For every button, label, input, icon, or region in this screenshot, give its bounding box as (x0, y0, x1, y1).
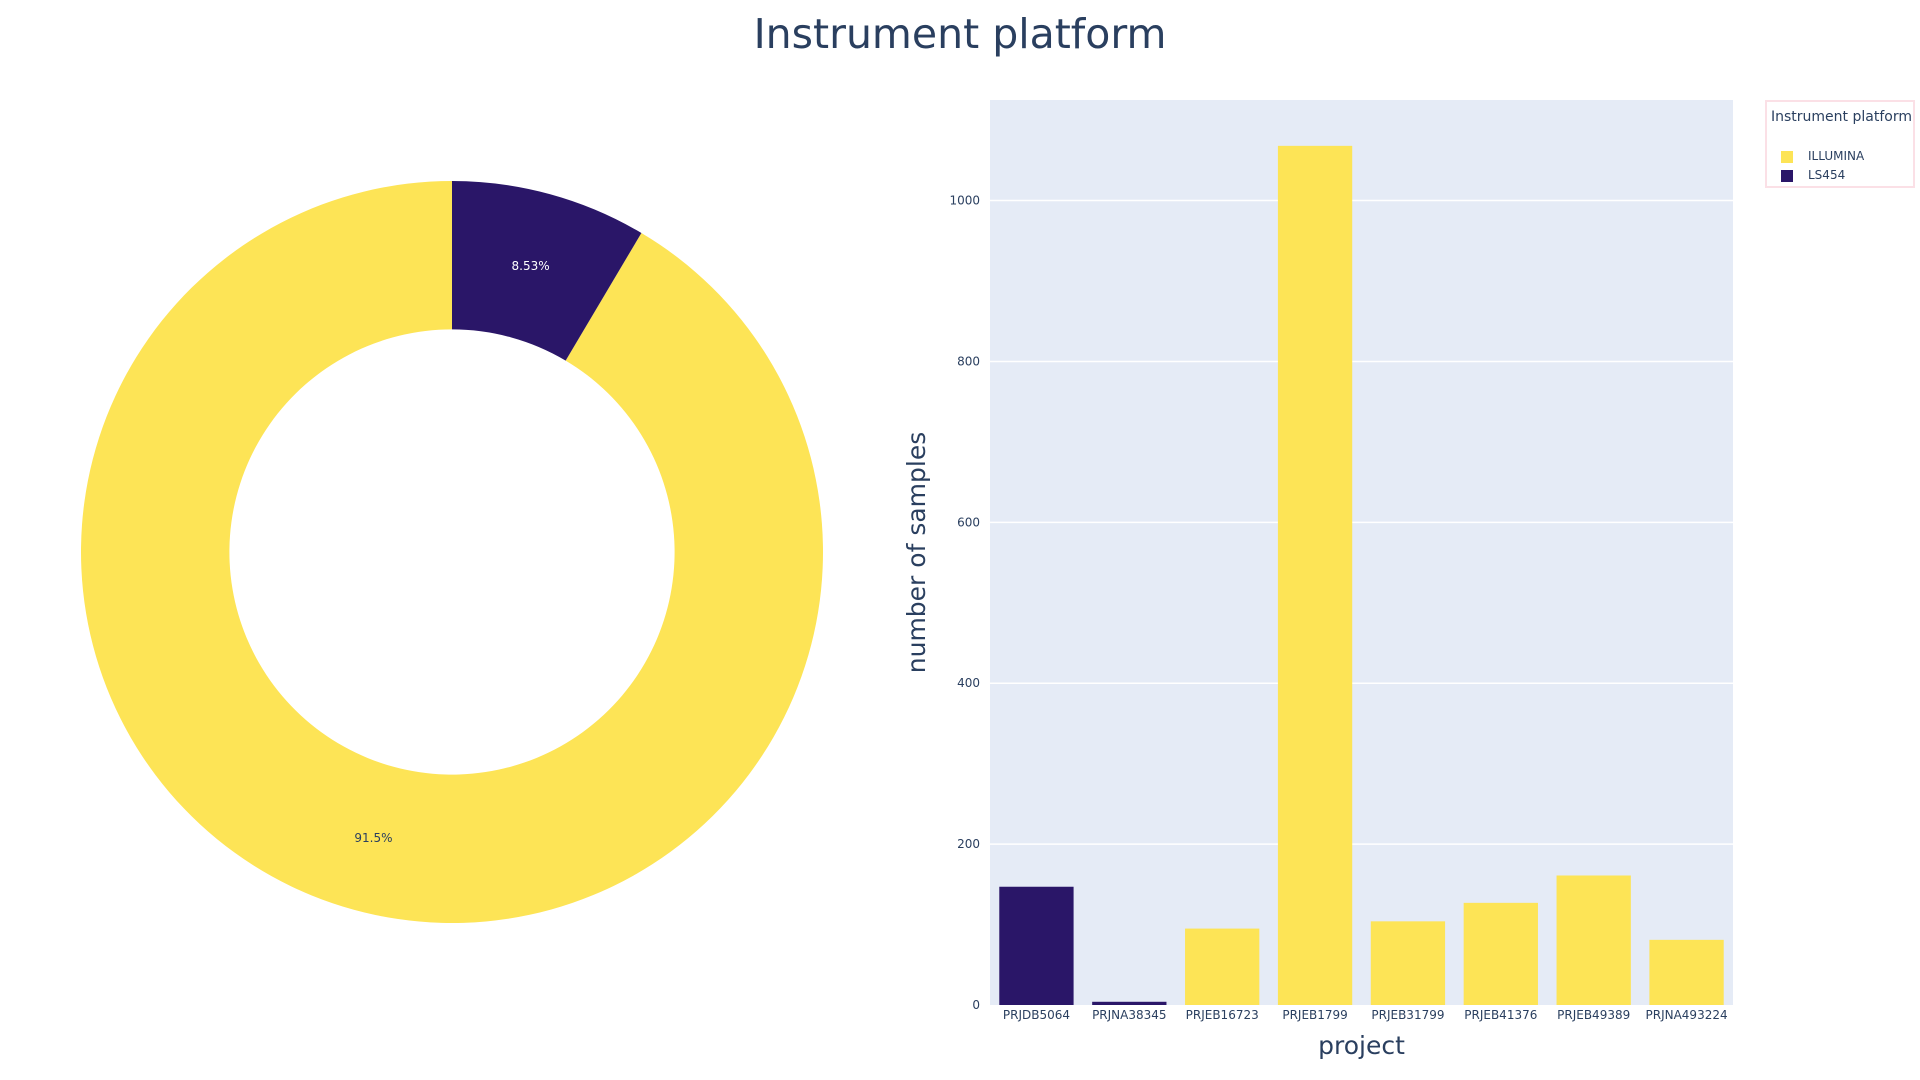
y-tick-label: 600 (957, 515, 980, 529)
y-tick-label: 200 (957, 837, 980, 851)
donut-label-ls454: 8.53% (512, 259, 550, 273)
legend-swatch-ls454 (1781, 170, 1793, 182)
legend-label-illumina: ILLUMINA (1808, 149, 1865, 163)
plot-area (990, 100, 1733, 1005)
bar-prjeb41376[interactable] (1463, 902, 1538, 1005)
x-axis-title: project (1318, 1031, 1405, 1060)
bar-prjna38345[interactable] (1092, 1001, 1167, 1005)
y-tick-label: 0 (972, 998, 980, 1012)
y-tick-label: 400 (957, 676, 980, 690)
donut-label-illumina: 91.5% (354, 831, 392, 845)
page-title: Instrument platform (753, 10, 1167, 58)
x-tick-label: PRJNA493224 (1646, 1008, 1728, 1022)
bar-chart: 0 200 400 600 800 1000 PRJDB5064 PRJNA38345 PRJE… (902, 100, 1733, 1060)
legend-swatch-illumina (1781, 151, 1793, 163)
bar-prjeb49389[interactable] (1556, 875, 1631, 1005)
bar-prjna493224[interactable] (1649, 939, 1724, 1005)
y-axis-title: number of samples (902, 432, 931, 673)
x-tick-label: PRJEB31799 (1371, 1008, 1444, 1022)
bar-prjdb5064[interactable] (999, 886, 1074, 1005)
x-tick-label: PRJNA38345 (1092, 1008, 1166, 1022)
x-tick-label: PRJEB41376 (1464, 1008, 1537, 1022)
bar-prjeb16723[interactable] (1185, 928, 1260, 1005)
x-tick-label: PRJEB1799 (1282, 1008, 1347, 1022)
x-tick-label: PRJEB49389 (1557, 1008, 1630, 1022)
legend-title: Instrument platform (1771, 109, 1912, 125)
bar-prjeb31799[interactable] (1370, 921, 1446, 1005)
legend-label-ls454: LS454 (1808, 168, 1846, 182)
donut-chart: 91.5% 8.53% (80, 181, 823, 923)
x-tick-label: PRJDB5064 (1003, 1008, 1070, 1022)
y-tick-label: 1000 (949, 194, 980, 208)
donut-slice-ls454[interactable] (452, 181, 642, 361)
donut-slice-illumina[interactable] (80, 181, 823, 923)
legend: Instrument platform ILLUMINA LS454 (1765, 100, 1915, 188)
x-tick-label: PRJEB16723 (1186, 1008, 1259, 1022)
y-tick-label: 800 (957, 354, 980, 368)
bar-prjeb1799[interactable] (1277, 145, 1353, 1005)
